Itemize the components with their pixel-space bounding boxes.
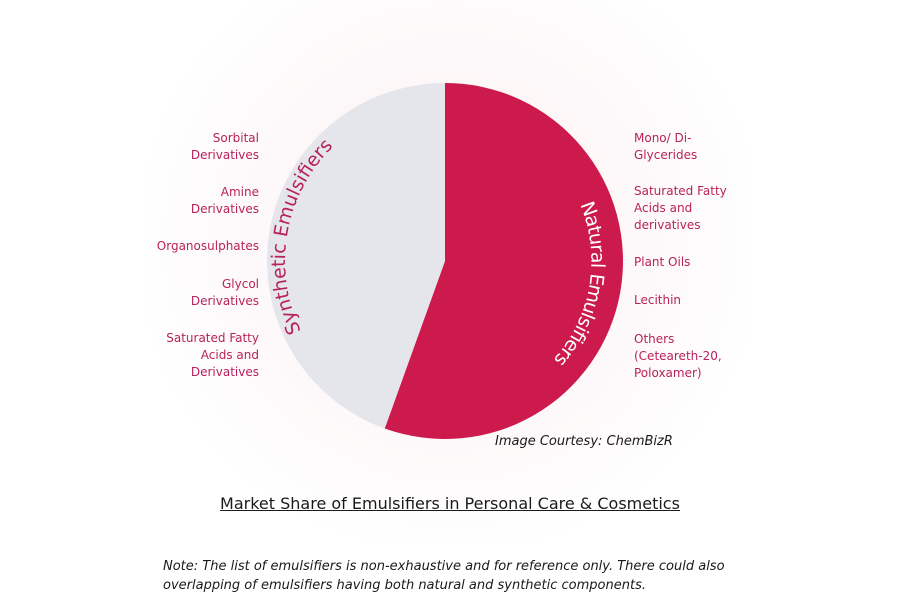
natural-item-1-line-2: Glycerides [634,148,698,162]
chart-title: Market Share of Emulsifiers in Personal … [220,494,680,513]
natural-item-2: Saturated Fatty Acids and derivatives [634,183,727,234]
natural-item-5-line-1: Others [634,332,675,346]
synthetic-item-4-line-2: Derivatives [190,294,259,308]
note-line-2: overlapping of emulsifiers having both n… [163,578,646,593]
synthetic-item-4: Glycol Derivatives [191,276,259,310]
synthetic-item-3-line-1: Organosulphates [156,239,259,253]
synthetic-item-1-line-2: Derivatives [190,148,259,162]
natural-item-5: Others (Ceteareth-20, Poloxamer) [634,331,722,382]
synthetic-item-4-line-1: Glycol [221,277,259,291]
image-courtesy: Image Courtesy: ChemBizR [495,434,673,449]
synthetic-item-5-line-2: Acids and [200,348,259,362]
natural-item-3-line-1: Plant Oils [634,255,691,269]
synthetic-item-1-line-1: Sorbital [212,131,259,145]
synthetic-item-1: Sorbital Derivatives [191,130,259,164]
synthetic-item-5: Saturated Fatty Acids and Derivatives [166,330,259,381]
note: Note: The list of emulsifiers is non-exh… [163,557,725,595]
natural-item-1: Mono/ Di- Glycerides [634,130,697,164]
natural-item-2-line-1: Saturated Fatty [634,184,727,198]
natural-item-4: Lecithin [634,292,681,309]
synthetic-item-2-line-2: Derivatives [190,202,259,216]
pie-slice-natural [384,83,623,439]
synthetic-item-5-line-3: Derivatives [190,365,259,379]
synthetic-item-2-line-1: Amine [220,185,259,199]
natural-item-1-line-1: Mono/ Di- [634,131,692,145]
natural-item-2-line-3: derivatives [634,218,701,232]
note-line-1: Note: The list of emulsifiers is non-exh… [163,559,725,574]
pie-slice-synthetic [267,83,445,429]
synthetic-item-5-line-1: Saturated Fatty [166,331,259,345]
natural-item-5-line-2: (Ceteareth-20, [634,349,722,363]
natural-item-5-line-3: Poloxamer) [634,366,702,380]
synthetic-item-2: Amine Derivatives [191,184,259,218]
natural-item-4-line-1: Lecithin [634,293,682,307]
natural-item-2-line-2: Acids and [634,201,693,215]
natural-item-3: Plant Oils [634,254,690,271]
synthetic-item-3: Organosulphates [157,238,259,255]
